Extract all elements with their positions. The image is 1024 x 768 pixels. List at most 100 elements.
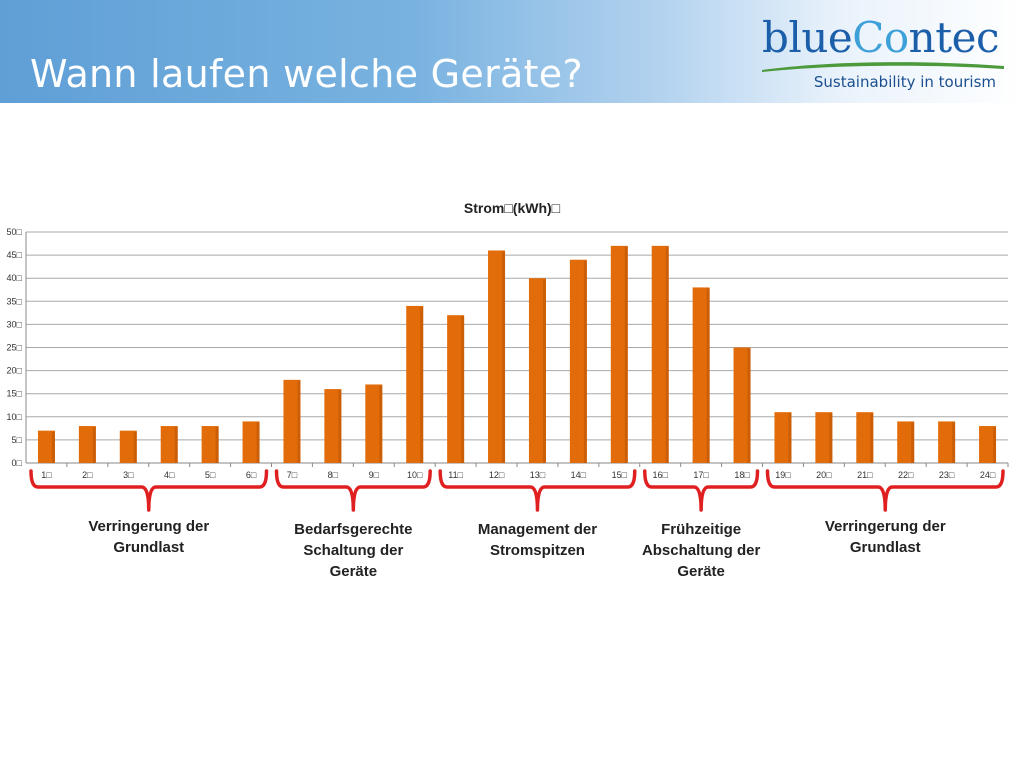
y-tick-label: 45□ xyxy=(7,250,23,260)
logo-word-a: blue xyxy=(762,13,853,62)
header-banner: Wann laufen welche Geräte? blueContec Su… xyxy=(0,0,1024,103)
x-tick-label: 8□ xyxy=(328,470,339,480)
bar xyxy=(119,430,137,463)
annotation-bracket xyxy=(765,469,1005,512)
x-tick-label: 21□ xyxy=(857,470,873,480)
logo-tagline: Sustainability in tourism xyxy=(813,73,996,91)
bar xyxy=(365,384,383,463)
y-tick-label: 35□ xyxy=(7,296,23,306)
bar xyxy=(692,287,710,463)
bar-shade xyxy=(542,279,546,463)
annotation-label: Verringerung der Grundlast xyxy=(88,518,210,556)
bar-shade xyxy=(379,385,383,463)
bar-shade xyxy=(502,251,506,463)
bar-shade xyxy=(583,260,587,463)
x-tick-label: 17□ xyxy=(693,470,709,480)
y-tick-label: 30□ xyxy=(7,319,23,329)
x-tick-label: 20□ xyxy=(816,470,832,480)
y-tick-label: 40□ xyxy=(7,273,23,283)
x-tick-label: 10□ xyxy=(407,470,423,480)
x-tick-label: 12□ xyxy=(489,470,505,480)
bar-shade xyxy=(174,427,178,463)
x-tick-label: 23□ xyxy=(939,470,955,480)
bar xyxy=(569,259,587,463)
x-tick-label: 22□ xyxy=(898,470,914,480)
y-tick-label: 5□ xyxy=(12,435,23,445)
bar xyxy=(447,315,465,463)
x-tick-label: 18□ xyxy=(734,470,750,480)
y-tick-label: 15□ xyxy=(7,389,23,399)
bar-shade xyxy=(870,413,874,463)
annotation-bracket xyxy=(643,469,760,512)
annotation-bracket xyxy=(274,469,432,512)
x-tick-label: 15□ xyxy=(612,470,628,480)
y-tick-label: 0□ xyxy=(12,458,23,468)
bar-shade xyxy=(829,413,833,463)
x-tick-label: 11□ xyxy=(448,470,463,480)
annotation-label: Frühzeitige Abschaltung der Geräte xyxy=(641,521,761,580)
y-tick-label: 50□ xyxy=(7,227,23,237)
bar-shade xyxy=(747,348,751,463)
bar xyxy=(528,278,546,463)
bar-shade xyxy=(788,413,792,463)
logo-word-c: ntec xyxy=(908,13,1000,62)
bar-shade xyxy=(297,380,301,463)
bar xyxy=(651,245,669,463)
logo-word-b: Co xyxy=(852,13,909,62)
x-tick-label: 24□ xyxy=(980,470,996,480)
x-tick-label: 6□ xyxy=(246,470,257,480)
y-tick-label: 25□ xyxy=(7,343,23,353)
x-tick-label: 4□ xyxy=(164,470,175,480)
bar xyxy=(733,347,751,463)
chart-title: Strom□(kWh)□ xyxy=(463,200,561,216)
x-tick-label: 9□ xyxy=(369,470,380,480)
x-tick-label: 13□ xyxy=(530,470,546,480)
bar-shade xyxy=(51,431,55,463)
annotation-label: Management der Stromspitzen xyxy=(477,521,598,559)
bar-shade xyxy=(92,427,96,463)
bar xyxy=(979,426,997,463)
x-tick-label: 1□ xyxy=(41,470,52,480)
bluecontec-logo: blueContec Sustainability in tourism xyxy=(760,10,1010,95)
logo-wordmark: blueContec xyxy=(762,14,999,62)
bar-shade xyxy=(624,246,628,463)
bar-shade xyxy=(256,422,260,463)
bar xyxy=(938,421,956,463)
x-tick-label: 5□ xyxy=(205,470,216,480)
annotation-label: Verringerung der Grundlast xyxy=(824,518,946,556)
x-tick-label: 16□ xyxy=(652,470,668,480)
bar xyxy=(283,379,301,463)
bar xyxy=(856,412,874,463)
x-tick-label: 2□ xyxy=(82,470,93,480)
annotation-bracket xyxy=(29,469,269,512)
bar xyxy=(815,412,833,463)
bar xyxy=(242,421,260,463)
bar-shade xyxy=(952,422,956,463)
bar xyxy=(488,250,506,463)
y-tick-label: 20□ xyxy=(7,366,23,376)
x-tick-label: 14□ xyxy=(571,470,587,480)
x-tick-label: 3□ xyxy=(123,470,134,480)
bar xyxy=(897,421,915,463)
bar-shade xyxy=(993,427,997,463)
bar xyxy=(774,412,792,463)
bar-shade xyxy=(911,422,915,463)
bar-shade xyxy=(706,288,710,463)
bar xyxy=(406,305,424,463)
x-tick-label: 7□ xyxy=(287,470,298,480)
bar-shade xyxy=(461,316,465,463)
bar-shade xyxy=(338,390,342,463)
y-tick-label: 10□ xyxy=(7,412,23,422)
x-tick-label: 19□ xyxy=(775,470,791,480)
bar-shade xyxy=(665,246,669,463)
bar xyxy=(201,426,219,463)
bar xyxy=(160,426,178,463)
bar-shade xyxy=(215,427,219,463)
bar xyxy=(78,426,96,463)
bar-shade xyxy=(420,306,424,463)
annotation-bracket xyxy=(438,469,637,512)
logo-swoosh-icon xyxy=(762,62,1004,72)
bar xyxy=(37,430,55,463)
annotation-label: Bedarfsgerechte Schaltung der Geräte xyxy=(294,521,413,580)
bar xyxy=(610,245,628,463)
